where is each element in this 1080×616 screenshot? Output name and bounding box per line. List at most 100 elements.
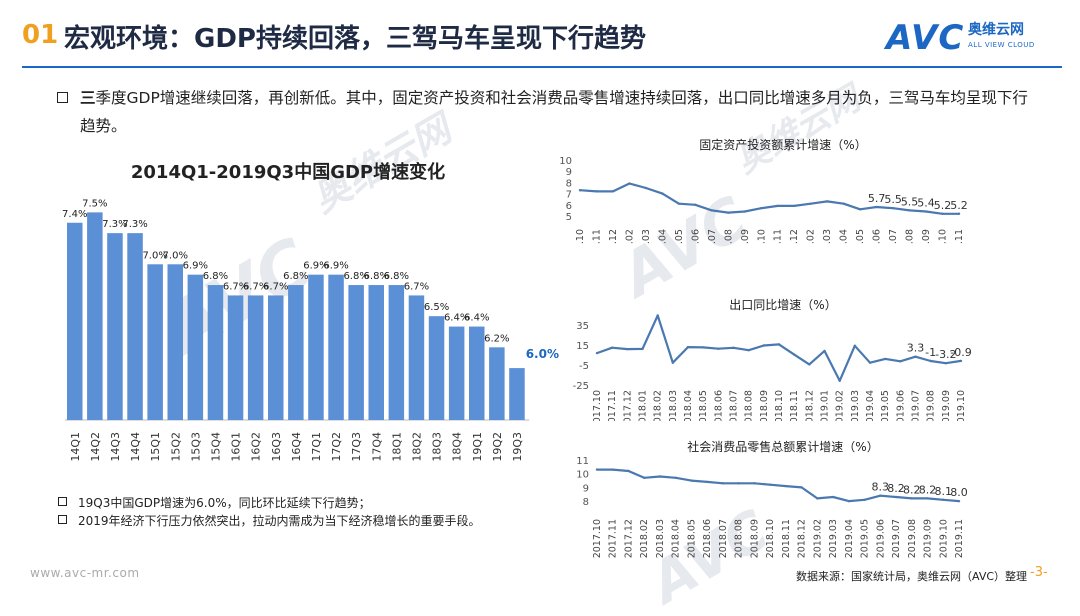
series-point: [825, 200, 829, 203]
gdp-bar: [107, 233, 123, 420]
data-label: -3.2: [935, 348, 956, 361]
gdp-tick-label: 18Q3: [431, 432, 444, 462]
y-tick-label: 9: [566, 167, 572, 178]
series-point: [644, 186, 648, 190]
gdp-data-label: 6.8%: [343, 271, 368, 282]
gdp-tick-label: 15Q2: [169, 432, 182, 462]
x-tick-label: 2018.12: [804, 390, 815, 421]
fai-chart-title: 固定资产投资额累计增速（%）: [699, 137, 866, 152]
data-label: 5.5: [884, 193, 902, 206]
x-tick-label: 2019.02: [835, 390, 846, 421]
series-point: [784, 484, 788, 488]
y-tick-label: 11: [576, 456, 589, 467]
x-tick-label: 2019.04: [844, 519, 855, 558]
brand-logo-cn: 奥维云网: [968, 22, 1024, 38]
y-tick-label: 8: [566, 178, 572, 189]
series-point: [595, 468, 599, 471]
page-title: 宏观环境：GDP持续回落，三驾马车呈现下行趋势: [64, 24, 646, 54]
website-link[interactable]: www.avc-mr.com: [30, 566, 140, 580]
gdp-bar: [247, 295, 264, 420]
series-point: [816, 497, 819, 500]
gdp-tick-label: 15Q4: [209, 432, 222, 462]
brand-logo: AVC: [886, 18, 965, 58]
x-tick-label: 2018.03: [655, 519, 666, 558]
series-point: [868, 361, 872, 364]
x-tick-label: 2018.02: [639, 519, 650, 558]
series-point: [747, 349, 750, 352]
gdp-bar: [388, 285, 405, 420]
series-point: [959, 359, 963, 363]
fai-line-chart: 固定资产投资额累计增速（%） 10987655.75.55.55.45.25.2…: [559, 137, 967, 244]
x-tick-label: 2017.10: [592, 390, 603, 421]
series-point: [776, 204, 779, 208]
x-tick-label: 2018.07: [707, 229, 718, 244]
gdp-tick-label: 14Q1: [69, 432, 82, 462]
x-tick-label: 2019.09: [923, 519, 934, 558]
gdp-data-label: 6.9%: [303, 261, 328, 272]
series-point: [677, 202, 681, 205]
x-tick-label: 2019.08: [926, 390, 937, 421]
gdp-data-label: 6.7%: [404, 281, 429, 292]
x-tick-label: 2018.02: [653, 390, 664, 421]
x-tick-label: 2019.05: [880, 390, 891, 421]
gdp-tick-label: 15Q1: [149, 432, 162, 462]
gdp-data-label: 6.9%: [183, 261, 208, 272]
y-tick-label: 10: [576, 470, 589, 481]
y-tick-label: 7: [566, 190, 572, 201]
gdp-bar: [288, 285, 304, 420]
series-point: [627, 469, 630, 473]
x-tick-label: 2019.03: [828, 519, 839, 558]
gdp-data-label: 7.3%: [122, 219, 147, 230]
x-tick-label: 2017.10: [592, 519, 603, 558]
series-point: [809, 202, 812, 205]
series-point: [831, 495, 835, 499]
series-point: [942, 498, 945, 501]
series-point: [705, 480, 709, 484]
series-point: [743, 210, 746, 213]
series-point: [641, 347, 644, 351]
x-tick-label: 2018.08: [744, 390, 755, 421]
series-point: [721, 482, 725, 485]
series-point: [941, 212, 944, 215]
gdp-data-label: 6.5%: [424, 302, 449, 313]
x-tick-label: 2019.08: [907, 519, 918, 558]
gdp-tick-label: 17Q2: [330, 432, 343, 462]
y-tick-label: 6: [566, 201, 572, 212]
intro-text: 季度GDP增速继续回落，再创新低。其中，固定资产投资和社会消费品零售增速持续回落…: [80, 89, 1028, 135]
series-point: [957, 212, 961, 215]
bullet-square-icon: [57, 92, 68, 103]
x-tick-label: 2019.06: [872, 229, 883, 244]
data-label: 8.0: [950, 486, 968, 499]
x-tick-label: 2017.12: [623, 519, 634, 558]
series-point: [894, 495, 898, 499]
data-label: 8.1: [935, 485, 953, 498]
x-tick-label: 2018.05: [698, 390, 709, 421]
gdp-data-label: 7.4%: [62, 209, 87, 220]
series-point: [777, 343, 781, 346]
gdp-data-label: 7.0%: [142, 250, 167, 261]
gdp-bar: [348, 285, 364, 420]
gdp-tick-label: 14Q2: [89, 432, 102, 462]
series-point: [929, 359, 932, 363]
data-label: 5.4: [917, 197, 935, 210]
x-tick-label: 2018.04: [683, 390, 694, 421]
series-point: [737, 482, 740, 485]
series-point: [595, 351, 599, 355]
gdp-tick-label: 17Q4: [370, 432, 383, 462]
x-tick-label: 2017.11: [607, 390, 618, 421]
gdp-data-label: 6.0%: [526, 347, 559, 361]
series-point: [853, 344, 857, 347]
gdp-data-label: 6.4%: [444, 313, 469, 324]
gdp-data-label: 6.7%: [223, 281, 248, 292]
x-tick-label: 2019.05: [855, 229, 866, 244]
series-point: [823, 349, 826, 353]
series-point: [610, 346, 614, 349]
series-point: [686, 345, 690, 349]
x-tick-label: 2019.10: [956, 390, 967, 421]
gdp-tick-label: 19Q3: [511, 432, 524, 462]
gdp-bar: [187, 274, 204, 420]
y-tick-label: 15: [576, 341, 589, 352]
series-point: [858, 208, 862, 211]
x-tick-label: 2019.11: [954, 519, 965, 558]
intro-paragraph: 三季度GDP增速继续回落，再创新低。其中，固定资产投资和社会消费品零售增速持续回…: [80, 84, 1030, 140]
